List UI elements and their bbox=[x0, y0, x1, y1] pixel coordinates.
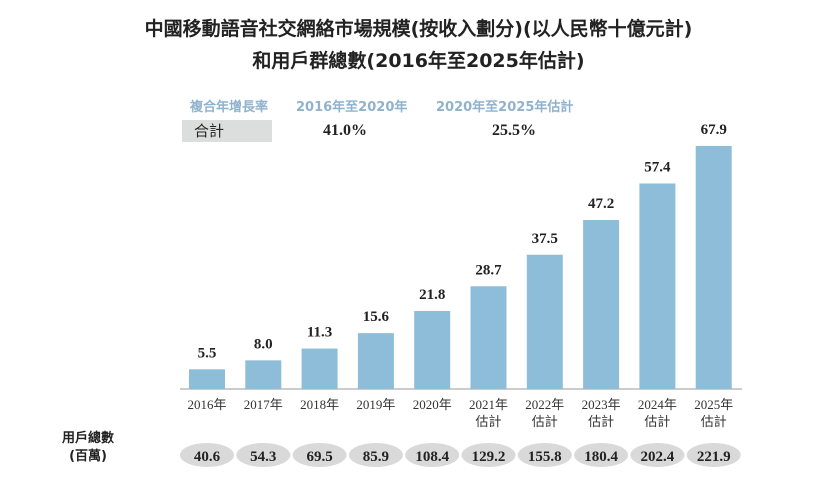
bar bbox=[414, 310, 451, 389]
cagr-period-1: 2016年至2020年 bbox=[296, 100, 408, 115]
users-ellipse bbox=[180, 443, 234, 467]
users-ellipse bbox=[348, 443, 403, 467]
cagr-value-2: 25.5% bbox=[492, 122, 536, 139]
data-label: 8.0 bbox=[254, 336, 273, 352]
bar bbox=[301, 348, 338, 389]
users-value: 129.2 bbox=[472, 449, 506, 465]
users-label-line-1: 用戶總數 bbox=[62, 431, 115, 446]
users-value: 40.6 bbox=[194, 449, 221, 465]
chart-title-line-1: 中國移動語音社交網絡市場規模(按收入劃分)(以人民幣十億元計) bbox=[144, 18, 693, 40]
users-ellipse bbox=[574, 443, 629, 467]
bar bbox=[189, 369, 225, 389]
bar bbox=[357, 333, 394, 389]
x-tick-label: 2018年 bbox=[300, 397, 339, 412]
x-tick-label: 2016年 bbox=[187, 397, 226, 412]
data-label: 21.8 bbox=[419, 287, 445, 303]
cagr-value-1: 41.0% bbox=[323, 122, 367, 139]
users-value: 155.8 bbox=[528, 449, 562, 465]
data-label: 5.5 bbox=[198, 345, 217, 361]
users-label: 用戶總數 (百萬) bbox=[62, 430, 114, 466]
data-label: 11.3 bbox=[307, 325, 332, 341]
x-tick-label: 估計 bbox=[588, 414, 614, 429]
chart-title-line-2: 和用戶群總數(2016年至2025年估計) bbox=[252, 50, 585, 72]
data-label: 15.6 bbox=[363, 309, 390, 325]
users-ellipse bbox=[517, 443, 572, 467]
cagr-period-2: 2020年至2025年估計 bbox=[436, 100, 574, 115]
x-tick-label: 估計 bbox=[701, 414, 727, 429]
x-tick-label: 估計 bbox=[644, 414, 670, 429]
x-tick-label: 估計 bbox=[475, 414, 501, 429]
x-tick-label: 2020年 bbox=[413, 397, 452, 412]
users-value: 180.4 bbox=[584, 449, 618, 465]
users-ellipse bbox=[292, 443, 347, 467]
data-label: 28.7 bbox=[475, 262, 502, 278]
bar bbox=[470, 286, 507, 389]
x-tick-label: 2019年 bbox=[356, 397, 395, 412]
x-tick-label: 2025年 bbox=[694, 397, 733, 412]
x-tick-label: 2017年 bbox=[244, 397, 283, 412]
users-ellipse bbox=[686, 443, 741, 467]
users-ellipse bbox=[405, 443, 460, 467]
x-tick-label: 2023年 bbox=[582, 397, 621, 412]
bar bbox=[526, 254, 563, 389]
x-tick-label: 2024年 bbox=[638, 397, 677, 412]
users-ellipse bbox=[236, 443, 291, 467]
cagr-label: 複合年增長率 bbox=[190, 100, 269, 115]
users-label-line-2: (百萬) bbox=[69, 449, 107, 464]
users-value: 69.5 bbox=[306, 449, 332, 465]
users-value: 85.9 bbox=[363, 449, 389, 465]
users-value: 202.4 bbox=[641, 449, 675, 465]
data-label: 47.2 bbox=[588, 196, 614, 212]
x-tick-label: 2021年 bbox=[469, 397, 508, 412]
bar bbox=[583, 220, 620, 389]
cagr-row-label: 合計 bbox=[182, 120, 272, 142]
data-label: 67.9 bbox=[701, 122, 727, 138]
users-ellipse bbox=[461, 443, 516, 467]
data-label: 57.4 bbox=[644, 160, 671, 176]
users-value: 108.4 bbox=[415, 449, 449, 465]
x-tick-label: 估計 bbox=[532, 414, 558, 429]
bar bbox=[245, 360, 282, 389]
users-value: 221.9 bbox=[697, 449, 731, 465]
users-value: 54.3 bbox=[250, 449, 276, 465]
users-ellipse bbox=[630, 443, 685, 467]
data-label: 37.5 bbox=[532, 231, 558, 247]
bar bbox=[639, 183, 676, 389]
bar bbox=[695, 145, 732, 389]
x-tick-label: 2022年 bbox=[525, 397, 564, 412]
